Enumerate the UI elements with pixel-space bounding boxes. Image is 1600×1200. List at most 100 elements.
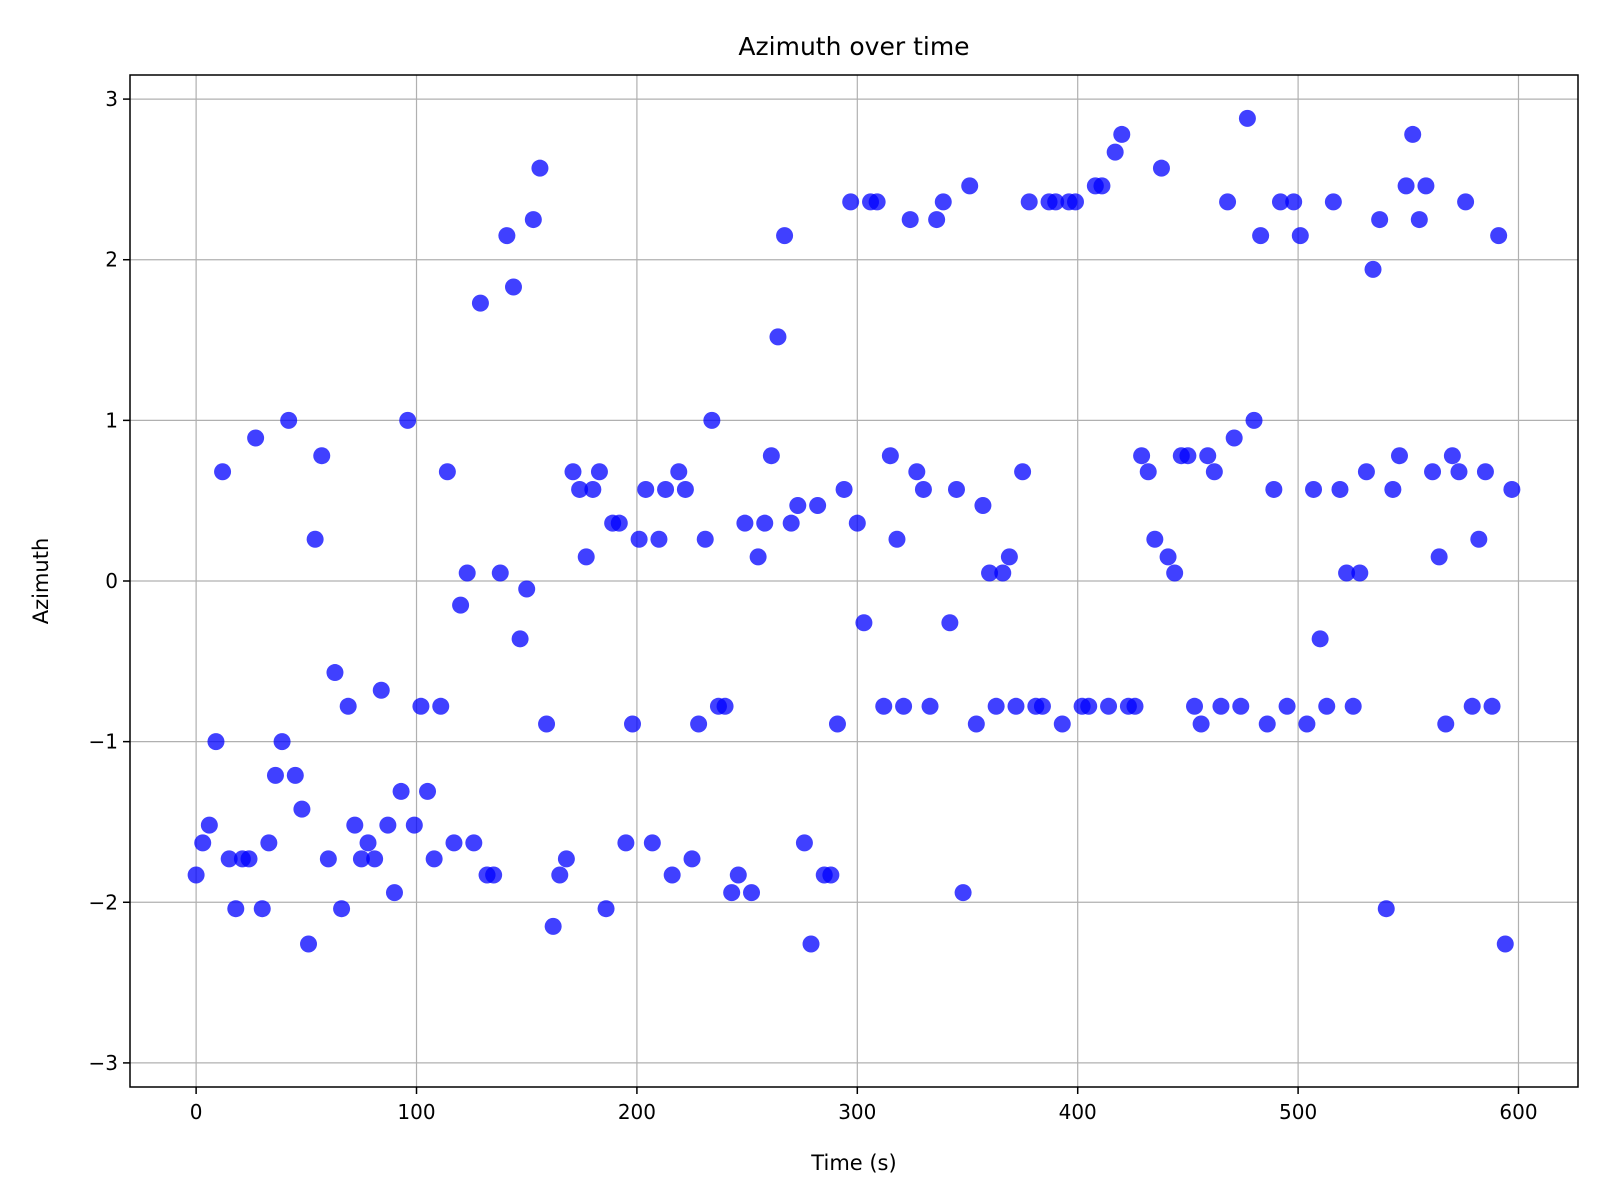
data-point (1457, 193, 1475, 211)
chart-title: Azimuth over time (738, 32, 969, 61)
data-point (954, 884, 972, 902)
data-point (1192, 715, 1210, 733)
data-point (564, 463, 582, 481)
data-point (273, 733, 291, 751)
data-point (802, 935, 820, 953)
data-point (987, 697, 1005, 715)
data-point (1033, 697, 1051, 715)
data-point (921, 697, 939, 715)
data-point (1437, 715, 1455, 733)
data-point (1351, 564, 1369, 582)
data-point (981, 564, 999, 582)
data-point (1344, 697, 1362, 715)
axis-ticks: 0 100 200 300 400 500 600 −3 −2 −1 0 1 2 3 (89, 87, 1538, 1124)
data-point (1357, 463, 1375, 481)
data-point (438, 463, 456, 481)
x-tick-label: 100 (397, 1100, 435, 1124)
data-point (637, 480, 655, 498)
data-point (1225, 429, 1243, 447)
data-point (445, 834, 463, 852)
data-point (908, 463, 926, 481)
data-point (412, 697, 430, 715)
data-point (1238, 109, 1256, 127)
data-point (1338, 564, 1356, 582)
data-point (901, 211, 919, 229)
x-tick-label: 400 (1059, 1100, 1097, 1124)
data-point (1318, 697, 1336, 715)
data-point (1139, 463, 1157, 481)
data-point (1278, 697, 1296, 715)
y-tick-label: −2 (89, 890, 118, 914)
y-tick-label: 0 (105, 569, 118, 593)
data-point (518, 580, 536, 598)
y-tick-label: −3 (89, 1051, 118, 1075)
data-point (452, 596, 470, 614)
data-point (895, 697, 913, 715)
data-point (405, 816, 423, 834)
data-point (974, 497, 992, 515)
data-point (696, 530, 714, 548)
data-point (300, 935, 318, 953)
data-point (359, 834, 377, 852)
data-point (200, 816, 218, 834)
data-point (1410, 211, 1428, 229)
data-point (683, 850, 701, 868)
data-point (465, 834, 483, 852)
data-point (425, 850, 443, 868)
data-point (247, 429, 265, 447)
data-point (1093, 177, 1111, 195)
data-point (392, 782, 410, 800)
data-point (1390, 447, 1408, 465)
data-point (471, 294, 489, 312)
data-point (928, 211, 946, 229)
x-tick-label: 0 (190, 1100, 203, 1124)
data-point (1490, 227, 1508, 245)
data-point (881, 447, 899, 465)
data-point (1205, 463, 1223, 481)
data-point (1430, 548, 1448, 566)
data-point (538, 715, 556, 733)
data-point (313, 447, 331, 465)
data-point (842, 193, 860, 211)
data-point (597, 900, 615, 918)
data-point (1232, 697, 1250, 715)
data-point (961, 177, 979, 195)
y-tick-label: 3 (105, 87, 118, 111)
data-point (498, 227, 516, 245)
data-point (657, 480, 675, 498)
data-point (1331, 480, 1349, 498)
data-point (1100, 697, 1118, 715)
data-point (240, 850, 258, 868)
data-point (855, 614, 873, 632)
data-point (914, 480, 932, 498)
data-point (1166, 564, 1184, 582)
data-point (762, 447, 780, 465)
data-point (346, 816, 364, 834)
data-point (1397, 177, 1415, 195)
data-point (828, 715, 846, 733)
x-axis-label: Time (s) (810, 1151, 896, 1175)
data-point (782, 514, 800, 532)
x-tick-label: 300 (838, 1100, 876, 1124)
data-point (194, 834, 212, 852)
data-point (663, 866, 681, 884)
data-point (590, 463, 608, 481)
data-point (1080, 697, 1098, 715)
data-point (789, 497, 807, 515)
data-point (835, 480, 853, 498)
x-tick-label: 600 (1499, 1100, 1537, 1124)
data-point (326, 664, 344, 682)
data-point (1179, 447, 1197, 465)
data-point (1066, 193, 1084, 211)
data-point (1503, 480, 1521, 498)
y-axis-label: Azimuth (29, 538, 53, 625)
data-point (934, 193, 952, 211)
data-point (888, 530, 906, 548)
data-point (1384, 480, 1402, 498)
data-point (690, 715, 708, 733)
data-point (220, 850, 238, 868)
data-point (795, 834, 813, 852)
data-point (617, 834, 635, 852)
data-point (1245, 411, 1263, 429)
